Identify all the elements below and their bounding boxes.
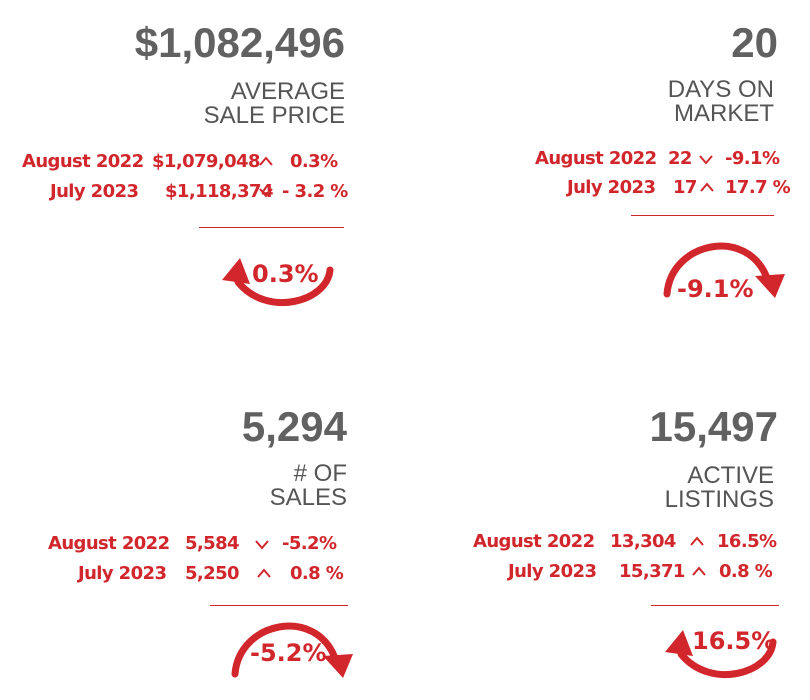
chevron-down-icon (254, 533, 270, 553)
stat-value: $1,082,496 (134, 19, 345, 66)
stat-value: 20 (731, 19, 778, 66)
period-label: July 2023 (50, 181, 139, 202)
divider (210, 605, 348, 606)
stat-label: ACTIVE LISTINGS (665, 464, 774, 512)
stat-label-line: SALE PRICE (203, 102, 345, 129)
period-change: 16.5% (717, 531, 777, 552)
stat-label: DAYS ON MARKET (668, 78, 774, 126)
divider (199, 227, 344, 228)
period-value: 22 (668, 148, 692, 169)
clockwise-down-arrow-icon (663, 242, 785, 298)
stat-label: AVERAGE SALE PRICE (204, 80, 345, 128)
period-value: $1,118,374 (165, 181, 273, 202)
period-value: 5,584 (185, 533, 240, 554)
chevron-up-icon (691, 561, 707, 581)
chevron-down-icon (698, 148, 714, 168)
period-value: 15,371 (619, 561, 685, 582)
stat-card-days-on-market: 20 DAYS ON MARKET August 2022 22 -9.1% J… (405, 0, 810, 350)
stat-label-line: LISTINGS (664, 486, 774, 513)
year-over-year-change: 16.5% (692, 627, 776, 655)
comparison-row: July 2023 17 17.7 % (405, 177, 810, 199)
comparison-row: July 2023 5,250 0.8 % (0, 563, 405, 585)
period-value: 13,304 (610, 531, 676, 552)
chevron-up-icon (699, 177, 715, 197)
stat-value: 5,294 (241, 403, 347, 450)
period-label: July 2023 (567, 177, 656, 198)
chevron-up-icon (258, 151, 274, 171)
period-change: -9.1% (725, 148, 780, 169)
comparison-row: August 2022 $1,079,048 0.3% (0, 151, 405, 173)
divider (631, 215, 774, 216)
period-label: August 2022 (473, 531, 595, 552)
stat-label-line: AVERAGE (230, 78, 345, 105)
year-over-year-change: -9.1% (677, 275, 754, 303)
stat-value: 15,497 (649, 403, 778, 450)
period-change: - 3.2 % (282, 181, 348, 202)
stat-label-line: DAYS ON (667, 76, 774, 103)
counterclockwise-up-arrow-icon (222, 258, 334, 307)
chevron-down-icon (258, 181, 274, 201)
period-change: -5.2% (282, 533, 337, 554)
year-over-year-change: -5.2% (250, 639, 327, 667)
period-label: August 2022 (48, 533, 170, 554)
stat-label-line: MARKET (673, 100, 774, 127)
year-over-year-change: 0.3% (252, 260, 319, 288)
period-change: 0.8 % (719, 561, 773, 582)
stat-card-active-listings: 15,497 ACTIVE LISTINGS August 2022 13,30… (405, 350, 810, 700)
period-change: 0.3% (290, 151, 338, 172)
period-label: July 2023 (78, 563, 167, 584)
comparison-row: August 2022 13,304 16.5% (405, 531, 810, 553)
period-label: August 2022 (535, 148, 657, 169)
chevron-up-icon (689, 531, 705, 551)
stat-label: # OF SALES (270, 462, 347, 510)
comparison-row: August 2022 5,584 -5.2% (0, 533, 405, 555)
comparison-row: July 2023 $1,118,374 - 3.2 % (0, 181, 405, 203)
stat-card-number-of-sales: 5,294 # OF SALES August 2022 5,584 -5.2%… (0, 350, 405, 700)
comparison-row: July 2023 15,371 0.8 % (405, 561, 810, 583)
stat-card-average-sale-price: $1,082,496 AVERAGE SALE PRICE August 202… (0, 0, 405, 350)
period-label: July 2023 (508, 561, 597, 582)
divider (651, 605, 779, 606)
period-label: August 2022 (22, 151, 144, 172)
period-value: 5,250 (185, 563, 240, 584)
comparison-row: August 2022 22 -9.1% (405, 148, 810, 170)
period-value: 17 (673, 177, 697, 198)
period-change: 0.8 % (290, 563, 344, 584)
stat-label-line: SALES (269, 484, 347, 511)
period-change: 17.7 % (725, 177, 791, 198)
stat-label-line: # OF (293, 460, 347, 487)
chevron-up-icon (256, 563, 272, 583)
stat-label-line: ACTIVE (687, 462, 774, 489)
period-value: $1,079,048 (152, 151, 260, 172)
clockwise-down-arrow-icon (231, 622, 353, 678)
counterclockwise-up-arrow-icon (665, 630, 777, 679)
